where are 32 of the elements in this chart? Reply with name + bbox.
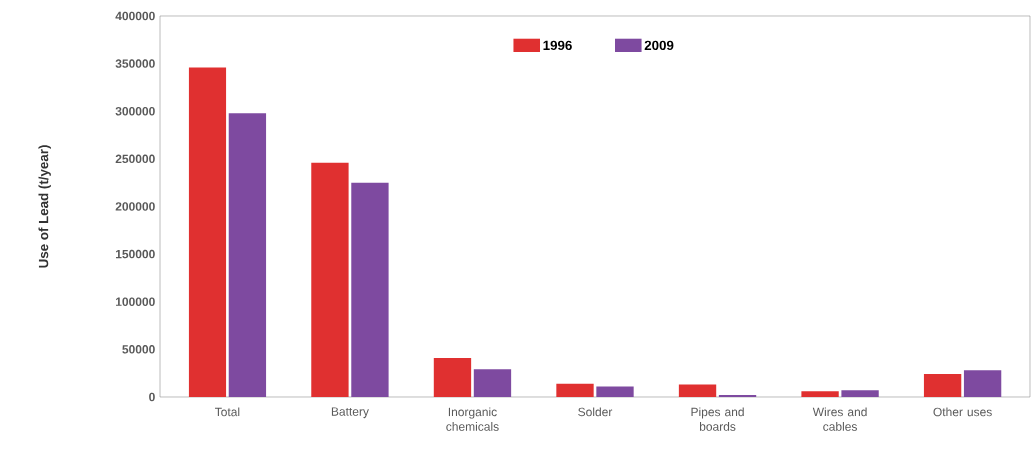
- bar: [311, 162, 349, 397]
- bar: [351, 182, 389, 397]
- y-tick-label: 400000: [115, 11, 155, 21]
- y-tick-label: 200000: [115, 202, 155, 211]
- y-tick-label: 0: [149, 392, 155, 402]
- legend-label: 2009: [644, 40, 674, 51]
- bar: [556, 383, 594, 397]
- y-tick-label: 350000: [115, 59, 155, 68]
- bar: [841, 390, 879, 397]
- bar: [228, 113, 267, 397]
- bar: [188, 67, 227, 397]
- bar: [433, 357, 472, 397]
- bar: [923, 374, 962, 397]
- y-tick-label: 300000: [115, 106, 155, 116]
- x-tick-label: Wires and cables: [812, 407, 867, 431]
- x-tick-label: Inorganic chemicals: [446, 407, 499, 431]
- x-tick-label: Total: [215, 407, 240, 417]
- x-tick-label: Solder: [578, 407, 613, 417]
- y-tick-label: 100000: [116, 297, 155, 306]
- bar: [678, 384, 717, 397]
- bar: [801, 391, 839, 397]
- bar: [596, 386, 634, 397]
- y-tick-label: 250000: [115, 154, 155, 164]
- y-tick-label: 50000: [122, 345, 155, 354]
- x-tick-label: Battery: [331, 407, 369, 419]
- bar: [963, 370, 1002, 397]
- y-tick-label: 150000: [116, 249, 155, 259]
- x-tick-label: Pipes and boards: [691, 407, 744, 431]
- y-axis-title: Use of Lead (t/year): [38, 145, 51, 268]
- legend-label: 1996: [543, 40, 572, 51]
- bar: [473, 369, 512, 397]
- x-tick-label: Other uses: [933, 407, 992, 417]
